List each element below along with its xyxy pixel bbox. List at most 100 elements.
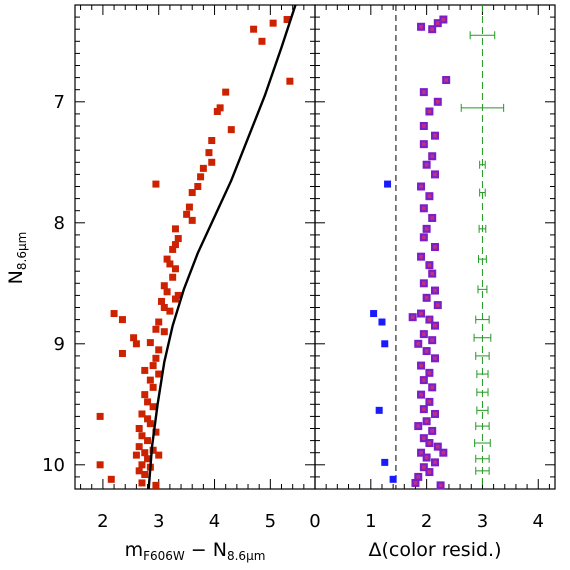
left-panel-ticks xyxy=(75,4,315,490)
red-data-point xyxy=(96,461,104,469)
purple-data-point-core xyxy=(424,162,429,167)
red-data-point xyxy=(152,428,160,436)
red-data-point xyxy=(118,349,126,357)
red-data-point xyxy=(158,297,166,305)
purple-data-point-core xyxy=(433,133,437,138)
red-data-point xyxy=(144,437,152,445)
red-data-point xyxy=(183,210,191,218)
red-data-point xyxy=(138,410,146,418)
purple-data-point-core xyxy=(427,371,432,375)
red-data-point xyxy=(110,310,118,318)
purple-data-point-core xyxy=(419,254,423,259)
red-data-point xyxy=(155,346,163,354)
blue-data-point xyxy=(370,310,378,318)
purple-data-point-core xyxy=(419,24,423,29)
purple-data-point-core xyxy=(433,460,437,465)
red-data-point xyxy=(163,255,171,263)
purple-data-point-core xyxy=(424,227,429,231)
red-data-point xyxy=(174,235,182,243)
right-panel-ticks xyxy=(315,4,555,490)
red-data-point xyxy=(205,149,213,157)
purple-data-point-core xyxy=(427,109,432,114)
purple-data-point-core xyxy=(416,342,421,346)
red-data-point xyxy=(160,304,168,311)
red-data-point xyxy=(141,391,149,399)
purple-data-point-core xyxy=(422,90,426,94)
purple-data-point-core xyxy=(422,436,426,440)
red-data-point xyxy=(141,366,149,374)
red-data-point xyxy=(118,316,126,324)
red-data-point xyxy=(138,461,146,469)
purple-data-point-core xyxy=(424,455,429,460)
purple-data-point-core xyxy=(438,483,443,488)
red-data-point xyxy=(163,288,171,296)
purple-data-point-core xyxy=(427,470,432,474)
red-data-point xyxy=(152,354,160,362)
red-data-point xyxy=(160,328,168,336)
blue-data-point xyxy=(381,458,389,466)
red-data-point xyxy=(171,241,179,249)
purple-data-point-core xyxy=(422,378,426,382)
purple-data-point-core xyxy=(427,263,432,267)
red-data-point xyxy=(197,173,205,181)
purple-data-point-core xyxy=(430,385,435,390)
purple-data-point-core xyxy=(419,311,423,316)
purple-data-point-core xyxy=(422,407,426,411)
red-data-point xyxy=(155,318,163,326)
blue-data-point xyxy=(384,180,392,188)
red-data-point xyxy=(199,164,207,172)
red-data-point xyxy=(269,19,277,27)
red-data-point xyxy=(188,189,196,197)
purple-data-point-core xyxy=(416,475,421,479)
red-data-point xyxy=(149,446,157,454)
purple-data-point-core xyxy=(419,184,423,189)
red-data-point xyxy=(141,470,149,478)
x-tick-label: 5 xyxy=(265,511,276,532)
purple-data-point-core xyxy=(433,323,437,328)
x-tick-label: 4 xyxy=(209,511,220,532)
purple-data-point-core xyxy=(433,356,437,361)
red-data-point xyxy=(155,370,163,378)
red-data-point xyxy=(208,158,216,166)
red-data-point xyxy=(216,104,224,112)
purple-data-point-core xyxy=(424,349,429,353)
red-data-point xyxy=(96,412,104,420)
red-data-point xyxy=(160,282,168,290)
purple-data-point-core xyxy=(422,235,426,240)
red-data-point xyxy=(171,265,179,273)
red-data-point xyxy=(152,325,160,333)
right-x-axis-label: Δ(color resid.) xyxy=(368,539,501,561)
x-tick-label: 1 xyxy=(365,511,376,532)
red-data-point xyxy=(135,443,143,451)
red-data-point xyxy=(138,432,146,440)
red-data-point xyxy=(130,334,138,342)
purple-data-point-core xyxy=(422,332,426,336)
blue-data-point xyxy=(378,318,386,326)
purple-data-point-core xyxy=(430,154,435,159)
x-tick-label: 2 xyxy=(97,511,108,532)
red-data-point xyxy=(258,37,266,45)
red-data-point xyxy=(138,479,146,487)
blue-data-point xyxy=(381,340,389,348)
purple-data-point-core xyxy=(427,194,432,198)
purple-data-point-core xyxy=(427,400,432,404)
purple-data-point-core xyxy=(435,100,440,104)
red-data-point xyxy=(283,16,291,24)
purple-data-point-core xyxy=(419,450,423,455)
red-data-point xyxy=(286,77,294,85)
x-tick-label: 2 xyxy=(421,511,432,532)
purple-data-point-core xyxy=(422,142,426,146)
purple-data-point-core xyxy=(427,317,432,322)
purple-data-point-core xyxy=(433,412,437,416)
fit-curve-line xyxy=(147,4,297,490)
purple-data-point-core xyxy=(433,172,437,177)
purple-data-point-core xyxy=(422,465,426,470)
purple-data-point-core xyxy=(435,444,440,449)
red-data-point xyxy=(144,455,152,463)
purple-data-point-core xyxy=(413,481,418,485)
purple-data-point-core xyxy=(433,288,437,293)
purple-data-point-core xyxy=(422,281,426,286)
y-axis-label: N8.6μm xyxy=(5,232,29,285)
purple-data-point-core xyxy=(430,271,435,276)
red-data-point xyxy=(171,295,179,303)
